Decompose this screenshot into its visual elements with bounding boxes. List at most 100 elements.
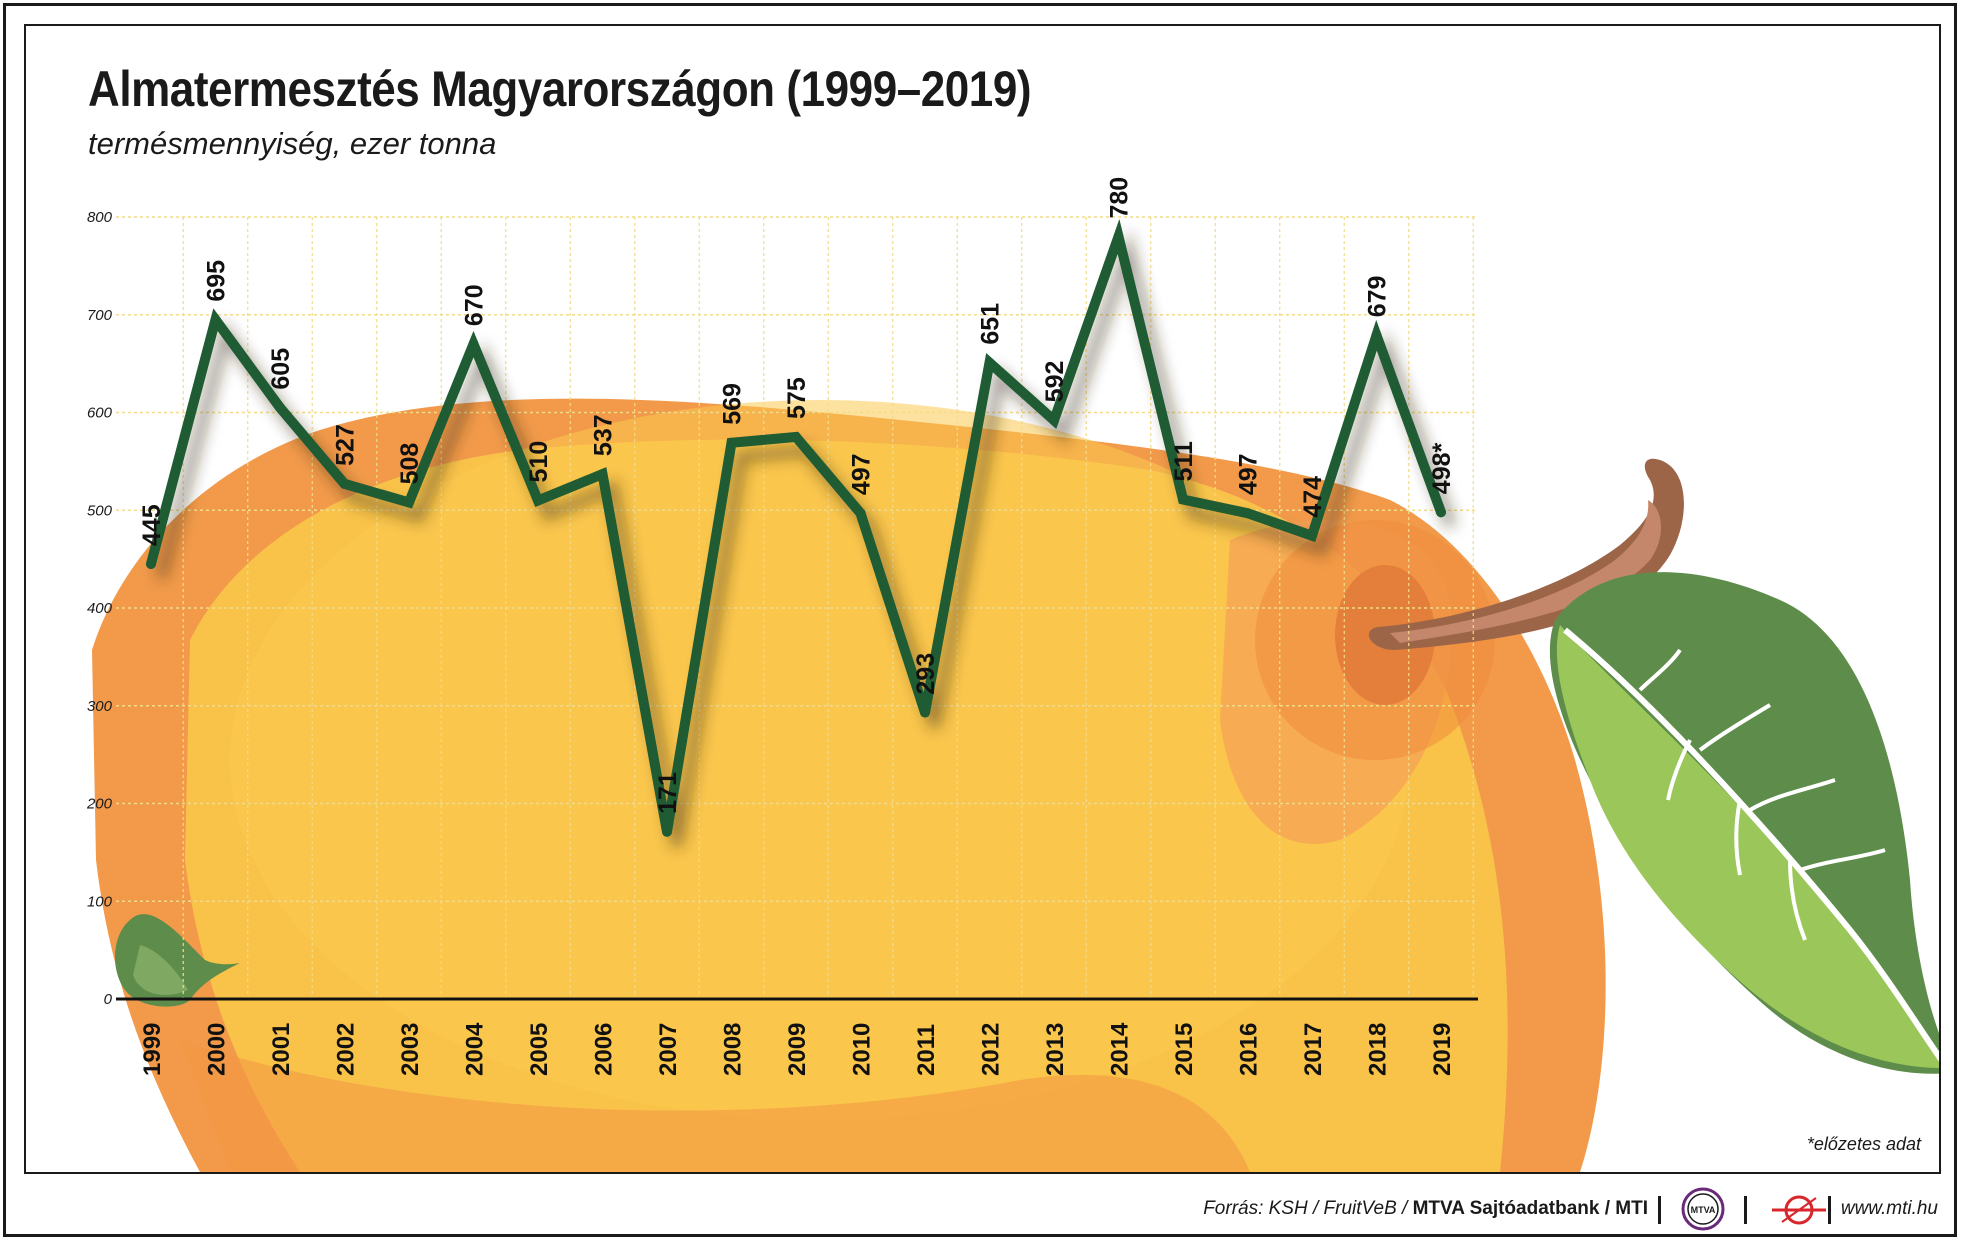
data-label: 651 [977, 303, 1005, 345]
apple-illustration [92, 398, 1939, 1172]
y-tick-label: 700 [87, 307, 113, 324]
data-label: 605 [267, 348, 295, 390]
data-point [855, 508, 866, 519]
y-tick-label: 100 [87, 893, 113, 910]
leaf-vein [1563, 627, 1939, 1062]
data-point [1049, 415, 1059, 426]
data-point [1242, 508, 1253, 519]
outer-frame [3, 3, 1957, 1237]
x-tick-label: 2009 [784, 1023, 811, 1076]
data-label: 695 [203, 260, 231, 302]
x-tick-label: 2008 [720, 1023, 747, 1076]
data-point [339, 478, 350, 489]
data-point [468, 339, 479, 350]
footer-divider [1828, 1196, 1831, 1224]
data-label: 670 [461, 284, 489, 326]
apple-bottom-leaf-highlight [133, 945, 188, 995]
data-label: 592 [1041, 361, 1069, 403]
leaf-light-half [1556, 625, 1939, 1068]
data-point [597, 469, 608, 480]
x-tick-label: 2010 [849, 1023, 876, 1076]
apple-lower-shadow [180, 1040, 1250, 1172]
x-tick-label: 2019 [1429, 1023, 1456, 1076]
data-label: 508 [396, 443, 424, 485]
y-tick-label: 800 [87, 209, 113, 226]
source-prefix: Forrás: KSH / FruitVeB / [1203, 1198, 1413, 1219]
data-point [1113, 231, 1124, 242]
footer-divider [1744, 1196, 1747, 1224]
data-label: 498* [1428, 442, 1456, 494]
data-point [984, 357, 995, 368]
data-label: 575 [783, 377, 811, 419]
y-tick-label: 200 [86, 796, 113, 813]
x-tick-label: 2016 [1236, 1023, 1263, 1076]
data-point [275, 402, 285, 413]
x-tick-label: 2013 [1042, 1023, 1069, 1076]
data-label: 527 [332, 424, 360, 466]
data-point [791, 431, 801, 442]
data-point [1371, 330, 1382, 341]
data-label: 445 [138, 504, 166, 546]
data-label: 780 [1106, 177, 1134, 219]
x-tick-label: 2000 [204, 1023, 231, 1076]
chart-panel [24, 24, 1941, 1174]
data-point [1307, 530, 1317, 541]
data-point [726, 437, 737, 448]
mti-logo-icon [1772, 1195, 1826, 1225]
x-tick-label: 2015 [1171, 1023, 1198, 1076]
x-tick-label: 2002 [333, 1023, 360, 1076]
x-tick-label: 2014 [1107, 1022, 1134, 1076]
y-axis: 0 100 200 300 400 500 600 700 800 [86, 209, 113, 1008]
data-label: 511 [1170, 441, 1198, 481]
data-label: 679 [1364, 276, 1392, 318]
data-label: 293 [912, 653, 940, 695]
data-label: 497 [1235, 453, 1263, 495]
data-point [920, 707, 930, 718]
mtva-logo-icon: MTVA [1681, 1187, 1725, 1231]
data-labels: 445 695 605 527 508 670 510 537 171 569 575 497 293 6… [138, 177, 1456, 814]
data-label: 497 [848, 453, 876, 495]
x-tick-label: 2004 [462, 1022, 489, 1076]
footer-divider [1658, 1196, 1661, 1224]
y-tick-label: 300 [87, 698, 113, 715]
data-point [1436, 507, 1446, 518]
footer: Forrás: KSH / FruitVeB / MTVA Sajtóadatb… [0, 1186, 1964, 1232]
data-point [404, 497, 414, 508]
data-point [533, 495, 543, 506]
data-label: 537 [590, 414, 618, 456]
x-tick-label: 2003 [397, 1023, 424, 1076]
stem-highlight [1390, 500, 1662, 643]
website-link[interactable]: www.mti.hu [1840, 1198, 1938, 1219]
leaf-veins [1638, 648, 1886, 941]
x-tick-label: 2005 [526, 1023, 553, 1076]
y-tick-label: 500 [87, 502, 113, 519]
x-tick-label: 2006 [591, 1023, 618, 1076]
chart-subtitle: termésmennyiség, ezer tonna [88, 126, 497, 161]
x-tick-label: 2012 [978, 1023, 1005, 1076]
data-label: 569 [719, 383, 747, 425]
data-label: 171 [654, 772, 682, 814]
y-tick-label: 400 [87, 600, 113, 617]
data-point [210, 314, 221, 325]
x-tick-label: 1999 [139, 1023, 166, 1076]
data-point [146, 559, 156, 570]
data-label: 474 [1299, 476, 1327, 518]
y-tick-label: 600 [87, 405, 113, 422]
preliminary-data-note: *előzetes adat [1806, 1134, 1921, 1154]
x-tick-label: 2017 [1300, 1023, 1327, 1076]
apple-shade [230, 400, 1410, 1120]
data-points [146, 231, 1446, 837]
source-agency: MTVA Sajtóadatbank / MTI [1412, 1198, 1648, 1219]
source-credit: Forrás: KSH / FruitVeB / MTVA Sajtóadatb… [1203, 1198, 1648, 1220]
data-label: 510 [525, 441, 553, 483]
data-point [1178, 494, 1188, 505]
chart-title: Almatermesztés Magyarországon (1999–2019… [88, 61, 1032, 117]
x-axis: 1999 2000 2001 2002 2003 2004 2005 2006 2007 2008… [139, 1022, 1456, 1076]
x-tick-label: 2011 [913, 1024, 940, 1076]
x-tick-label: 2007 [655, 1023, 682, 1076]
y-tick-label: 0 [104, 991, 113, 1008]
x-tick-label: 2018 [1365, 1023, 1392, 1076]
x-tick-label: 2001 [268, 1023, 295, 1076]
